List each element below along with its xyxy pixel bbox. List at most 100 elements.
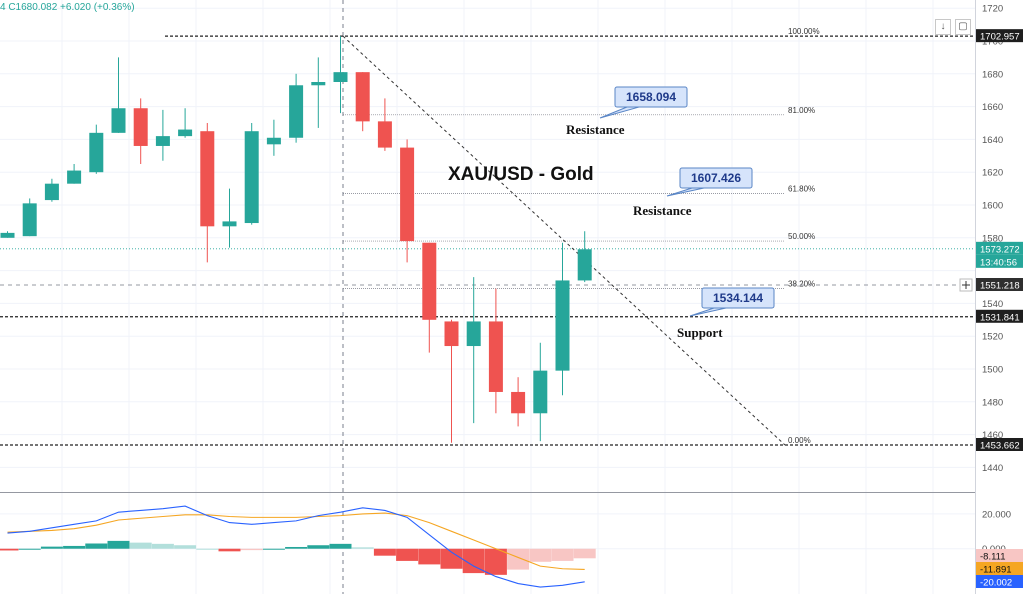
callout-label: 1534.144 [713, 291, 763, 305]
level-price-label: 1453.662 [980, 440, 1020, 451]
macd-histogram-bar [151, 543, 174, 549]
candle-body [466, 321, 481, 347]
macd-histogram-bar [174, 545, 197, 549]
y-tick-label: 1440 [982, 463, 1003, 474]
candle [133, 98, 148, 164]
macd-histogram-bar [440, 548, 463, 569]
macd-histogram-bar [0, 548, 19, 551]
fib-label: 50.00% [788, 232, 815, 241]
macd-histogram-bar [373, 548, 396, 556]
candle-body [244, 131, 259, 224]
y-tick-label: 1620 [982, 168, 1003, 179]
candle-body [22, 203, 37, 237]
candle [400, 139, 415, 263]
candle-body [377, 121, 392, 148]
y-tick-label: 1600 [982, 201, 1003, 212]
annotation-text: Support [677, 325, 723, 340]
level-price-label: 1702.957 [980, 32, 1020, 43]
arrow-down-icon[interactable]: ↓ [935, 19, 951, 35]
candle-body [488, 321, 503, 392]
macd-histogram-bar [551, 548, 574, 561]
candle [533, 342, 548, 442]
macd-line [7, 505, 585, 588]
candle-body [67, 170, 82, 184]
candle [311, 57, 326, 128]
macd-marker-bg [976, 562, 1023, 575]
ohlc-readout: 4 C1680.082 +6.020 (+0.36%) [0, 2, 135, 13]
price-axis: 1440 1460 1480 1500 1520 1540 1580 1600 1620 1640… [959, 0, 1024, 594]
candle-body [44, 183, 59, 201]
annotations: 1658.094 Resistance 1607.426 Resistance 1534… [566, 86, 775, 340]
candle-body [200, 131, 215, 227]
macd-marker-label: -11.891 [980, 565, 1012, 576]
candle [355, 72, 370, 132]
callout-box [614, 86, 688, 108]
candle-body [333, 72, 348, 82]
trend-line [342, 35, 786, 446]
grid [0, 0, 975, 594]
candle [244, 123, 259, 225]
candle [422, 242, 437, 353]
callout-tail [689, 307, 727, 317]
macd-histogram-bar [462, 548, 485, 574]
candle-body [289, 85, 304, 138]
candle [377, 98, 392, 151]
candle [466, 277, 481, 424]
candle [266, 119, 281, 156]
crosshair-price-label-bg [976, 278, 1023, 292]
square-icon[interactable]: ▢ [955, 19, 971, 35]
candle-body [533, 370, 548, 414]
macd-marker-bg [976, 575, 1023, 588]
y-tick-label: 1500 [982, 365, 1003, 376]
macd-histogram-bar [40, 546, 63, 549]
fib-label: 81.00% [788, 106, 815, 115]
candle-body [355, 72, 370, 122]
macd-histogram-bar [329, 543, 352, 549]
macd-histogram-bar [218, 548, 241, 552]
macd-signal-line [7, 512, 585, 570]
y-tick-label: 1720 [982, 4, 1003, 15]
candle-body [422, 242, 437, 320]
candle [511, 377, 526, 427]
fib-label: 100.00% [788, 27, 820, 36]
macd-histogram-bar [418, 548, 441, 565]
macd-histogram-bar [262, 548, 285, 550]
candle-body [178, 129, 193, 137]
candle [200, 123, 215, 263]
macd-histogram-bar [107, 540, 130, 549]
candle-body [400, 147, 415, 242]
macd-histogram-bar [85, 543, 108, 549]
y-tick-label: 1680 [982, 69, 1003, 80]
callout-tail [599, 106, 640, 119]
annotation-text: Resistance [566, 122, 625, 137]
candle [444, 319, 459, 443]
macd-histogram-bar [396, 548, 419, 561]
fib-label: 38.20% [788, 280, 815, 289]
level-price-label: 1531.841 [980, 312, 1020, 323]
callout-box [679, 167, 753, 189]
macd-y-tick-label: 20.000 [982, 509, 1011, 520]
callout-label: 1607.426 [691, 171, 741, 185]
macd-histogram-bar [307, 545, 330, 549]
last-price-label-bg [976, 241, 1023, 255]
y-tick-label: 1540 [982, 299, 1003, 310]
macd-histogram-bar [484, 548, 507, 575]
level-price-label-bg [976, 29, 1023, 43]
candle [155, 109, 170, 161]
plus-icon [959, 278, 973, 292]
candle [222, 188, 237, 248]
candle [111, 57, 126, 133]
countdown-label-bg [976, 254, 1023, 268]
macd-histogram-bar [18, 548, 41, 550]
last-price-label: 1573.272 [980, 244, 1020, 255]
candle [0, 231, 15, 238]
candle [333, 36, 348, 114]
candle-body [266, 137, 281, 145]
macd-histogram-bar [529, 548, 552, 562]
candle [178, 108, 193, 138]
candle-body [89, 132, 104, 173]
macd-histogram-bar [63, 545, 86, 549]
macd-marker-label: -20.002 [980, 578, 1012, 589]
